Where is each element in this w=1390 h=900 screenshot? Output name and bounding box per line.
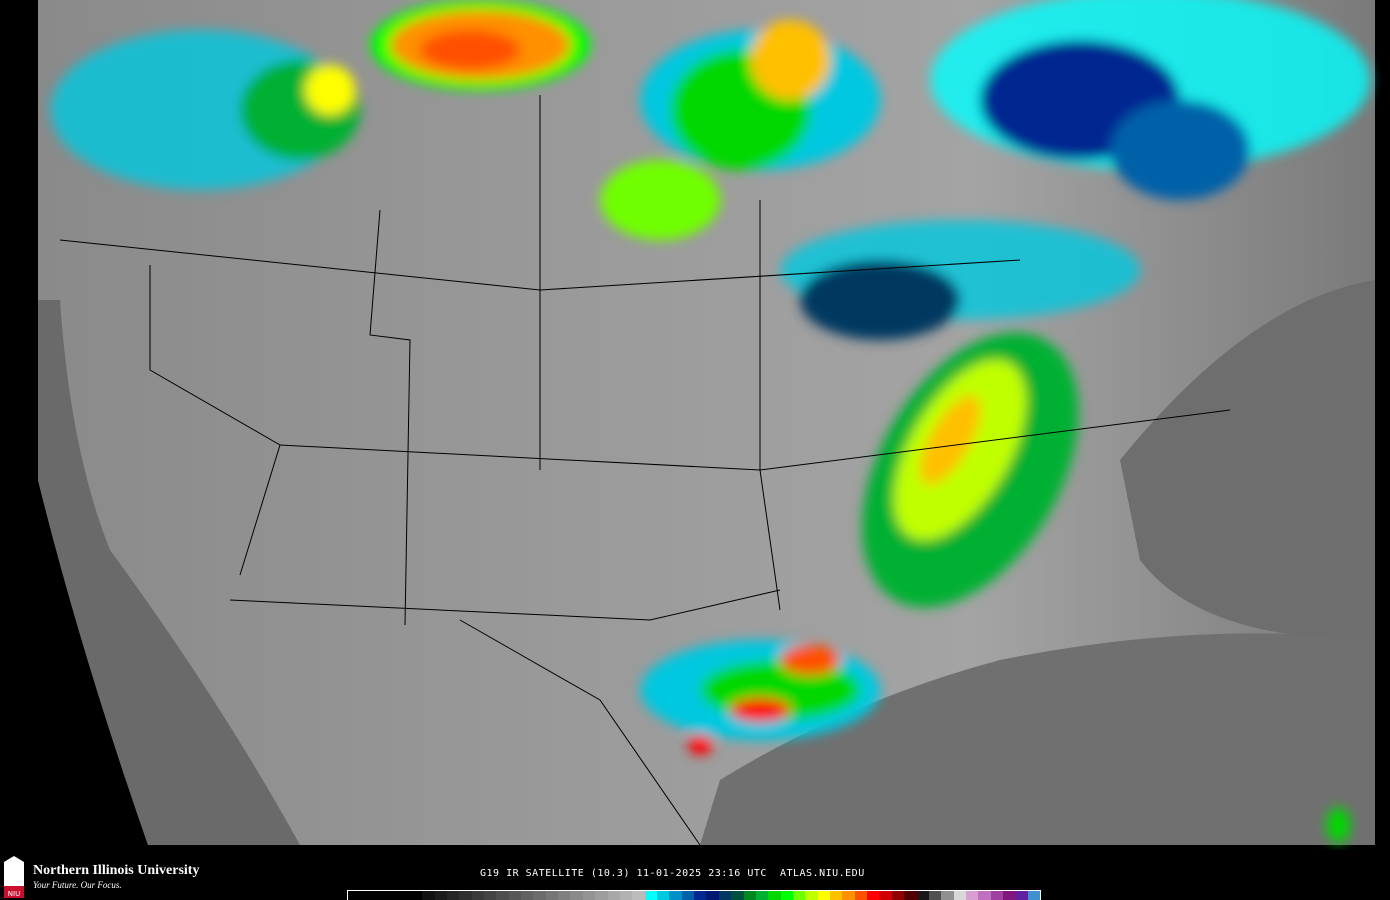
color-scale-swatch xyxy=(483,891,497,900)
color-scale-swatch xyxy=(891,891,905,900)
color-scale-swatch xyxy=(459,891,472,900)
color-scale-swatch xyxy=(854,891,868,900)
color-scale-swatch xyxy=(558,891,571,900)
color-scale-swatch xyxy=(978,891,991,900)
color-scale-swatch xyxy=(422,891,435,900)
color-scale-swatch xyxy=(372,891,386,900)
satellite-map xyxy=(38,0,1375,846)
color-scale-swatch xyxy=(928,891,942,900)
color-scale-swatch xyxy=(867,891,880,900)
color-scale-swatch xyxy=(731,891,744,900)
color-scale-swatch xyxy=(706,891,719,900)
svg-text:NIU: NIU xyxy=(8,890,20,898)
image-area xyxy=(38,0,1375,845)
color-scale-swatch xyxy=(965,891,979,900)
color-scale-swatch xyxy=(830,891,843,900)
state-borders xyxy=(59,95,1231,846)
color-scale-swatch xyxy=(990,891,1004,900)
color-scale-swatch xyxy=(508,891,522,900)
color-scale-swatch xyxy=(694,891,707,900)
color-scale-swatch xyxy=(904,891,917,900)
color-scale-swatch xyxy=(545,891,559,900)
color-scale-swatch xyxy=(409,891,423,900)
color-scale-swatch xyxy=(348,891,361,900)
color-scale-swatch xyxy=(792,891,806,900)
ocean-area xyxy=(38,300,300,845)
university-tagline: Your Future. Our Focus. xyxy=(33,880,122,890)
color-scale-swatch xyxy=(533,891,546,900)
color-scale-swatch xyxy=(397,891,410,900)
color-scale-swatch xyxy=(385,891,398,900)
color-scale-swatch xyxy=(669,891,682,900)
color-scale-swatch xyxy=(768,891,781,900)
color-scale-swatch xyxy=(916,891,929,900)
color-scale-swatch xyxy=(656,891,670,900)
color-scale-swatch xyxy=(755,891,769,900)
image-caption: G19 IR SATELLITE (10.3) 11-01-2025 23:16… xyxy=(480,868,865,879)
color-scale-swatch xyxy=(360,891,373,900)
university-name: Northern Illinois University xyxy=(33,863,200,878)
color-scale-swatch xyxy=(446,891,460,900)
color-scale-swatch xyxy=(619,891,633,900)
color-scale-swatch xyxy=(471,891,484,900)
gulf-area xyxy=(700,633,1375,845)
color-scale-swatch xyxy=(817,891,831,900)
color-scale-swatch xyxy=(570,891,583,900)
atlantic-area xyxy=(1120,280,1375,640)
color-scale-swatch xyxy=(953,891,966,900)
color-scale-swatch xyxy=(941,891,954,900)
color-scale-swatch xyxy=(718,891,732,900)
color-scale-swatch xyxy=(1015,891,1028,900)
niu-logo: NIU xyxy=(4,856,24,898)
color-scale-swatch xyxy=(632,891,645,900)
color-scale-swatch xyxy=(1027,891,1041,900)
color-scale-swatch xyxy=(496,891,509,900)
color-scale-swatch xyxy=(1003,891,1016,900)
color-scale-swatch xyxy=(842,891,855,900)
color-scale-swatch xyxy=(681,891,695,900)
cloud-tops xyxy=(50,0,1370,843)
color-scale-swatch xyxy=(805,891,818,900)
color-scale-swatch xyxy=(607,891,620,900)
color-scale-bar xyxy=(347,890,1041,900)
color-scale-swatch xyxy=(879,891,892,900)
color-scale-swatch xyxy=(644,891,657,900)
color-scale-swatch xyxy=(521,891,534,900)
color-scale-swatch xyxy=(595,891,608,900)
color-scale-swatch xyxy=(582,891,596,900)
color-scale-swatch xyxy=(743,891,756,900)
color-scale-swatch xyxy=(780,891,793,900)
color-scale-swatch xyxy=(434,891,447,900)
